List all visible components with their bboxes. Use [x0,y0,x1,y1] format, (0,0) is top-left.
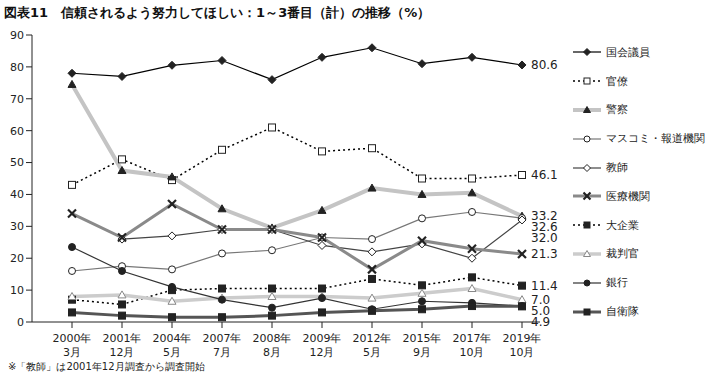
html-text:大企業: 大企業 [606,218,639,232]
html-text:警察: 警察 [606,103,628,117]
svg-text:11.4: 11.4 [531,279,558,293]
svg-text:50: 50 [10,156,24,169]
html-text:※「教師」は2001年12月調査から調査開始: ※「教師」は2001年12月調査から調査開始 [8,361,205,372]
svg-text:7.0: 7.0 [531,292,551,307]
svg-text:60: 60 [10,125,24,138]
svg-text:20: 20 [10,252,24,265]
html-text:マスコミ・報道機関: マスコミ・報道機関 [606,132,705,146]
html-text:官僚: 官僚 [606,74,628,88]
svg-text:2015年9月: 2015年9月 [403,332,442,359]
svg-text:70: 70 [10,93,24,106]
svg-text:30: 30 [10,220,24,233]
svg-text:2007年7月: 2007年7月 [203,332,242,359]
svg-text:4.9: 4.9 [531,315,550,329]
svg-text:2012年5月: 2012年5月 [353,332,392,359]
svg-text:33.2: 33.2 [531,209,558,224]
html-text:図表11 信頼されるよう努力してほしい：1～3番目（計）の推: 図表11 信頼されるよう努力してほしい：1～3番目（計）の推移（%） [4,5,431,20]
html-text:銀行: 銀行 [606,276,628,290]
svg-text:46.1: 46.1 [531,168,558,182]
svg-text:2008年8月: 2008年8月 [253,332,292,359]
svg-text:2001年12月: 2001年12月 [103,332,142,359]
html-text:国会議員: 国会議員 [606,45,650,59]
svg-text:32.6: 32.6 [531,220,558,235]
html-text:裁判官: 裁判官 [606,247,639,261]
svg-text:5.0: 5.0 [531,303,551,318]
html-text:自衛隊: 自衛隊 [606,305,639,319]
svg-text:0: 0 [17,316,24,329]
svg-text:10: 10 [10,284,24,297]
svg-text:40: 40 [10,188,24,201]
svg-text:80.6: 80.6 [531,58,558,72]
html-text:医療機関: 医療機関 [606,189,650,203]
svg-text:2019年10月: 2019年10月 [503,332,542,359]
svg-text:80: 80 [10,61,24,74]
svg-text:2009年12月: 2009年12月 [303,332,342,359]
svg-text:32.0: 32.0 [531,231,558,245]
html-text:教師: 教師 [606,161,628,175]
svg-text:2004年5月: 2004年5月 [153,332,192,359]
svg-text:2017年10月: 2017年10月 [453,332,492,359]
svg-text:21.3: 21.3 [531,247,558,261]
svg-text:2000年3月: 2000年3月 [53,332,92,359]
svg-text:90: 90 [10,29,24,42]
